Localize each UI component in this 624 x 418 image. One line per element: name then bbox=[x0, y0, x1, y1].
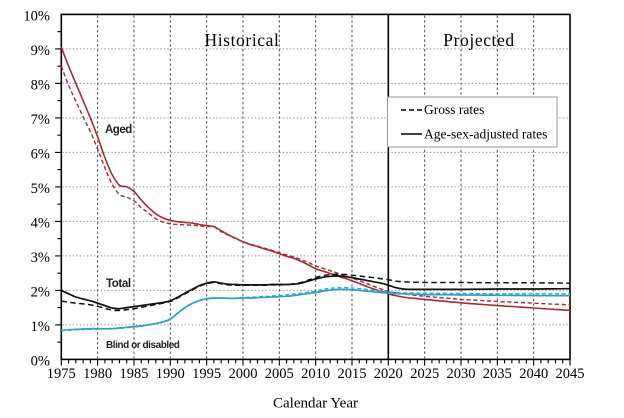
svg-text:Historical: Historical bbox=[204, 30, 279, 50]
svg-text:2045: 2045 bbox=[556, 366, 585, 382]
svg-text:Calendar Year: Calendar Year bbox=[273, 396, 358, 412]
svg-text:1%: 1% bbox=[31, 319, 50, 335]
svg-text:Aged: Aged bbox=[105, 124, 132, 136]
svg-text:5%: 5% bbox=[31, 181, 50, 197]
svg-text:2040: 2040 bbox=[519, 366, 548, 382]
svg-text:1995: 1995 bbox=[192, 366, 221, 382]
svg-text:1980: 1980 bbox=[83, 366, 112, 382]
svg-text:2025: 2025 bbox=[410, 366, 439, 382]
svg-text:2035: 2035 bbox=[483, 366, 512, 382]
svg-text:2030: 2030 bbox=[447, 366, 476, 382]
svg-text:4%: 4% bbox=[31, 216, 50, 232]
svg-text:3%: 3% bbox=[31, 250, 50, 266]
svg-text:10%: 10% bbox=[23, 9, 50, 25]
svg-text:0%: 0% bbox=[31, 354, 50, 370]
svg-text:6%: 6% bbox=[31, 147, 50, 163]
svg-text:2015: 2015 bbox=[338, 366, 367, 382]
svg-text:Total: Total bbox=[106, 278, 131, 290]
svg-text:Gross rates: Gross rates bbox=[424, 102, 484, 117]
svg-text:2005: 2005 bbox=[265, 366, 294, 382]
svg-text:7%: 7% bbox=[31, 112, 50, 128]
svg-text:1975: 1975 bbox=[47, 366, 76, 382]
svg-text:Projected: Projected bbox=[443, 30, 515, 50]
svg-text:Age-sex-adjusted rates: Age-sex-adjusted rates bbox=[424, 127, 547, 142]
svg-text:2010: 2010 bbox=[301, 366, 330, 382]
svg-text:2%: 2% bbox=[31, 285, 50, 301]
svg-text:1985: 1985 bbox=[120, 366, 149, 382]
svg-text:2000: 2000 bbox=[229, 366, 258, 382]
svg-text:1990: 1990 bbox=[156, 366, 185, 382]
svg-text:8%: 8% bbox=[31, 78, 50, 94]
svg-text:2020: 2020 bbox=[374, 366, 403, 382]
svg-text:9%: 9% bbox=[31, 43, 50, 59]
svg-text:Blind or disabled: Blind or disabled bbox=[106, 340, 180, 351]
